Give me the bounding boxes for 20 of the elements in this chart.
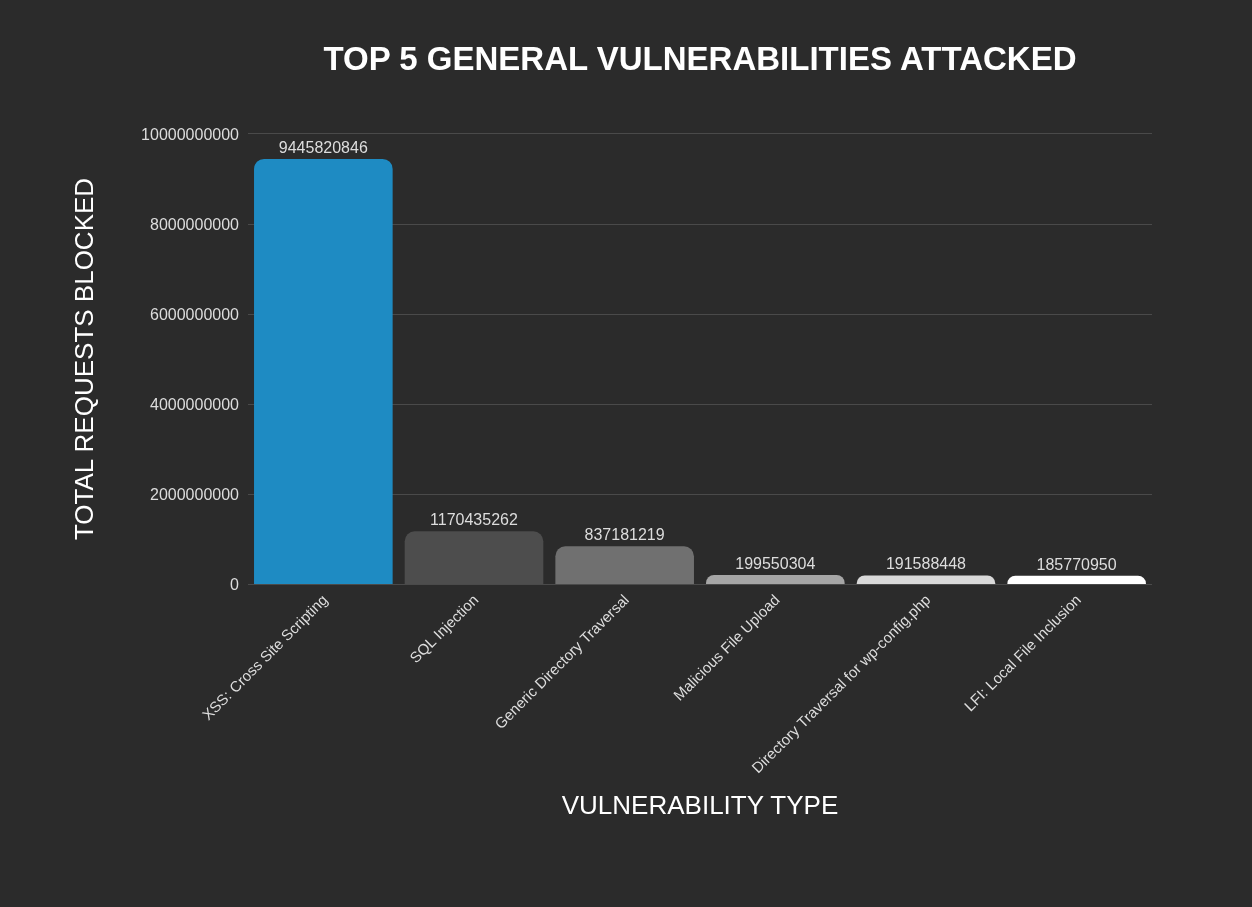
data-label: 9445820846 (278, 138, 368, 156)
chart-title: TOP 5 GENERAL VULNERABILITIES ATTACKED (323, 39, 1077, 77)
y-axis-title: TOTAL REQUESTS BLOCKED (68, 177, 99, 541)
data-label: 185770950 (1036, 555, 1117, 573)
x-axis-title: VULNERABILITY TYPE (561, 789, 839, 820)
y-tick-label: 8000000000 (150, 215, 240, 233)
data-label: 199550304 (735, 555, 816, 573)
y-tick-label: 10000000000 (141, 125, 240, 143)
bar (706, 575, 845, 584)
y-tick-label: 4000000000 (150, 395, 240, 413)
data-label: 1170435262 (430, 511, 518, 529)
bar (254, 158, 393, 584)
y-tick-label: 2000000000 (150, 485, 240, 503)
data-label: 837181219 (584, 526, 665, 544)
y-tick-label: 0 (230, 575, 240, 593)
data-label: 191588448 (885, 555, 967, 573)
y-tick-label: 6000000000 (150, 305, 240, 323)
bar (1007, 575, 1146, 584)
bar (555, 546, 694, 584)
bar (856, 575, 996, 584)
